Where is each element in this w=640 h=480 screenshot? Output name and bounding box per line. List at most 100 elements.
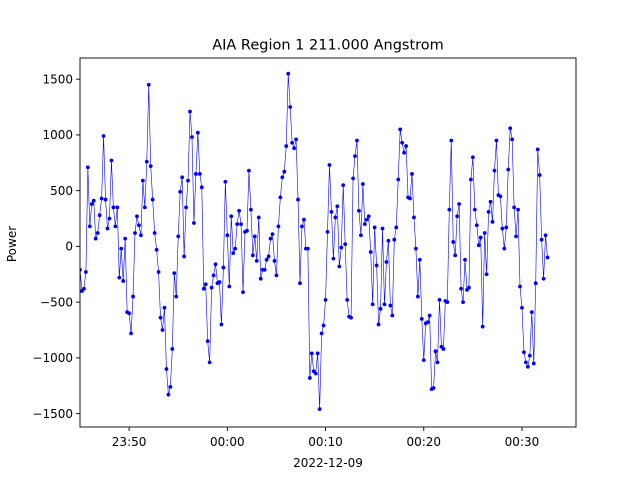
data-point [296, 197, 300, 202]
data-point [415, 294, 420, 299]
data-point [478, 235, 483, 240]
data-point [168, 384, 173, 389]
data-point [274, 273, 279, 278]
data-point [345, 298, 350, 302]
data-point [105, 226, 110, 231]
data-point [359, 233, 363, 238]
data-point [541, 276, 546, 281]
data-point [463, 257, 467, 262]
data-point [119, 246, 124, 251]
data-point [184, 205, 188, 210]
data-point [131, 294, 135, 299]
data-point [461, 300, 465, 305]
data-point [247, 168, 251, 173]
data-point [302, 217, 306, 222]
data-point [451, 240, 456, 244]
data-point [135, 214, 139, 219]
data-point [325, 230, 330, 234]
data-point [396, 177, 401, 182]
data-point [192, 221, 196, 225]
data-point [276, 224, 281, 229]
data-point [510, 137, 515, 142]
data-point [315, 351, 320, 356]
data-point [333, 215, 338, 220]
data-point [327, 163, 332, 167]
data-point [107, 216, 112, 221]
data-point [111, 205, 116, 210]
x-tick-label: 00:30 [505, 435, 540, 449]
data-point [268, 236, 273, 241]
data-point [437, 298, 442, 302]
y-tick-label: −500 [40, 295, 73, 309]
data-point [545, 255, 550, 260]
data-point [323, 298, 328, 302]
data-point [392, 237, 397, 242]
data-point [349, 315, 353, 320]
x-tick-label: 00:20 [406, 435, 441, 449]
data-point [83, 270, 88, 274]
data-point [113, 224, 118, 229]
data-point [388, 303, 393, 308]
data-point [533, 281, 538, 286]
data-point [278, 195, 283, 200]
data-point [331, 256, 336, 261]
data-point [82, 286, 86, 291]
data-point [512, 205, 517, 210]
data-point [201, 286, 206, 291]
data-point [305, 246, 310, 251]
data-point [467, 285, 471, 290]
data-point [284, 144, 289, 148]
x-tick-label: 23:50 [112, 435, 147, 449]
data-point [482, 231, 487, 235]
data-point [95, 231, 100, 235]
data-point [474, 223, 479, 228]
data-point [339, 245, 344, 250]
data-point [366, 214, 371, 219]
data-point [425, 320, 430, 325]
data-point [539, 237, 544, 242]
data-point [370, 302, 375, 307]
data-point [453, 253, 458, 258]
data-point [419, 316, 424, 321]
data-point [364, 217, 369, 222]
data-point [205, 339, 210, 344]
data-point [398, 127, 403, 132]
data-point [520, 305, 524, 310]
data-point [494, 138, 499, 143]
data-point [93, 236, 98, 241]
data-point [129, 331, 133, 336]
data-point [433, 349, 438, 354]
data-point [209, 285, 214, 290]
data-point [380, 226, 385, 231]
x-tick-label: 00:10 [308, 435, 343, 449]
data-point [133, 231, 137, 235]
data-point [194, 172, 198, 176]
data-point [537, 173, 542, 177]
data-point [231, 251, 236, 255]
y-tick-label: 1500 [42, 72, 73, 86]
data-point [480, 324, 485, 329]
y-tick-label: 0 [65, 240, 73, 254]
data-point [514, 234, 518, 239]
data-point [152, 231, 157, 235]
data-point [146, 82, 151, 87]
data-point [87, 224, 92, 229]
data-point [223, 179, 228, 184]
data-point [337, 264, 342, 269]
data-point [378, 306, 383, 311]
data-point [182, 254, 187, 259]
y-tick-label: −1000 [32, 351, 73, 365]
data-point [525, 364, 530, 369]
data-point [522, 350, 526, 355]
data-point [317, 407, 322, 412]
data-point [431, 386, 436, 390]
data-point [492, 168, 497, 173]
data-point [239, 222, 243, 227]
data-point [518, 284, 522, 289]
data-point [195, 130, 200, 135]
data-point [382, 302, 387, 307]
data-point [529, 310, 534, 315]
data-point [148, 164, 153, 169]
data-point [484, 272, 489, 277]
